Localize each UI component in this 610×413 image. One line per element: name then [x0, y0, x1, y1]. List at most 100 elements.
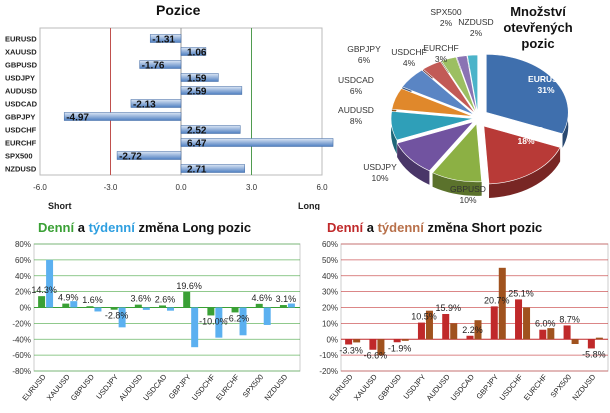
short-y-tick: 30%	[322, 288, 338, 297]
pos-bar	[130, 99, 182, 108]
long-title-and: a	[74, 220, 89, 235]
long-bar	[263, 307, 271, 325]
pie-category-label: AUDUSD	[338, 105, 374, 115]
pos-category-label: SPX500	[5, 152, 33, 161]
long-change-title: Denní a týdenní změna Long pozic	[38, 220, 251, 235]
short-bar	[442, 314, 450, 340]
short-x-tick: SPX500	[549, 373, 574, 400]
long-side-label: Long	[298, 201, 320, 210]
short-title-weekly: týdenní	[377, 220, 424, 235]
long-bar	[134, 304, 142, 308]
pos-value-label: -4.97	[66, 113, 89, 124]
long-bar	[142, 307, 150, 310]
short-data-label: -5.8%	[582, 349, 606, 359]
pie-category-label: EURUSD	[528, 74, 564, 84]
pie-slice-side	[489, 147, 561, 198]
pie-percent-label: 8%	[350, 116, 363, 126]
positions-panel: Pozice EURUSD -1.31 XAUUSD 1.06 GBPUSD -1.76 U…	[0, 0, 336, 210]
short-x-tick: AUDUSD	[425, 372, 453, 402]
short-title-rest: změna Short pozic	[423, 220, 543, 235]
short-bar	[345, 339, 353, 345]
short-data-label: 2.2%	[462, 325, 483, 335]
pie-percent-label: 18%	[517, 136, 534, 146]
short-bar	[539, 329, 547, 340]
short-bar	[450, 323, 458, 340]
pie-slice	[440, 56, 477, 114]
long-y-tick: -60%	[12, 351, 31, 360]
long-y-tick: 0%	[19, 304, 31, 313]
long-bar	[207, 307, 215, 316]
short-change-title: Denní a týdenní změna Short pozic	[327, 220, 542, 235]
long-bar	[231, 307, 239, 313]
pie-percent-label: 10%	[459, 195, 476, 205]
pie-slice	[396, 121, 475, 172]
short-y-tick: -10%	[319, 351, 338, 360]
long-title-weekly: týdenní	[88, 220, 135, 235]
long-bar	[38, 296, 46, 308]
pos-bar	[139, 60, 182, 69]
pie-percent-label: 6%	[350, 86, 363, 96]
pos-value-label: 6.47	[187, 139, 207, 150]
pos-bar	[180, 164, 245, 173]
pos-value-label: 2.52	[187, 126, 207, 137]
pos-category-label: USDCAD	[5, 100, 38, 109]
short-bar	[515, 299, 523, 340]
pos-bar	[180, 125, 241, 134]
long-bar	[70, 301, 78, 308]
pos-value-label: -1.76	[142, 61, 165, 72]
pos-bar	[63, 112, 182, 121]
pos-category-label: AUDUSD	[5, 87, 38, 96]
long-bar	[183, 291, 191, 308]
short-y-tick: 50%	[322, 256, 338, 265]
pie-slice	[390, 111, 474, 141]
open-positions-title: Množství otevřených pozic	[503, 4, 573, 51]
pie-percent-label: 10%	[371, 173, 388, 183]
pie-slice	[391, 88, 474, 117]
pie-slice	[485, 54, 569, 135]
short-y-tick: 20%	[322, 304, 338, 313]
pie-category-label: NZDUSD	[458, 17, 493, 27]
long-data-label: 19.6%	[176, 281, 202, 291]
long-x-tick: SPX500	[241, 373, 266, 400]
short-y-tick: 10%	[322, 319, 338, 328]
short-x-tick: EURUSD	[327, 372, 355, 402]
pie-slice-side	[432, 172, 482, 196]
short-data-label: -3.3%	[339, 345, 363, 355]
short-data-label: 15.9%	[435, 303, 461, 313]
positions-title: Pozice	[156, 2, 201, 18]
open-positions-pie: EURUSD31%XAUUSD18%GBPUSD10%USDJPY10%AUDU…	[338, 7, 569, 205]
pos-category-label: EURCHF	[5, 139, 37, 148]
pos-x-tick: 6.0	[316, 183, 328, 192]
pie-category-label: EURCHF	[423, 43, 458, 53]
long-y-tick: 60%	[15, 256, 31, 265]
pos-x-tick: 3.0	[246, 183, 258, 192]
pie-percent-label: 3%	[435, 54, 448, 64]
pie-slice	[432, 123, 482, 183]
pos-value-label: 1.59	[187, 74, 207, 85]
long-title-rest: změna Long pozic	[134, 220, 252, 235]
pie-slice	[467, 54, 478, 114]
long-y-tick: -80%	[12, 367, 31, 376]
short-x-tick: XAUUSD	[352, 372, 379, 402]
short-x-tick: NZDUSD	[570, 372, 597, 402]
short-bar	[401, 339, 409, 341]
long-bar	[279, 305, 287, 308]
long-y-tick: -40%	[12, 335, 31, 344]
long-bar	[46, 259, 54, 308]
long-data-label: 3.6%	[131, 294, 152, 304]
long-data-label: -6.2%	[226, 313, 250, 323]
short-bar	[369, 339, 377, 350]
long-change-panel: Denní a týdenní změna Long pozic -80% -60…	[0, 216, 305, 413]
short-x-tick: USDCHF	[498, 372, 525, 402]
pos-bar	[180, 86, 243, 95]
pos-category-label: XAUUSD	[5, 48, 37, 57]
long-x-tick: NZDUSD	[262, 372, 289, 402]
long-bar	[167, 307, 174, 311]
pie-percent-label: 6%	[358, 55, 371, 65]
short-side-label: Short	[48, 201, 72, 210]
pos-bar	[180, 47, 207, 56]
pie-slice-side	[391, 111, 397, 154]
long-y-tick: 40%	[15, 272, 31, 281]
long-x-tick: USDCAD	[141, 372, 169, 402]
pie-slice	[401, 69, 475, 116]
